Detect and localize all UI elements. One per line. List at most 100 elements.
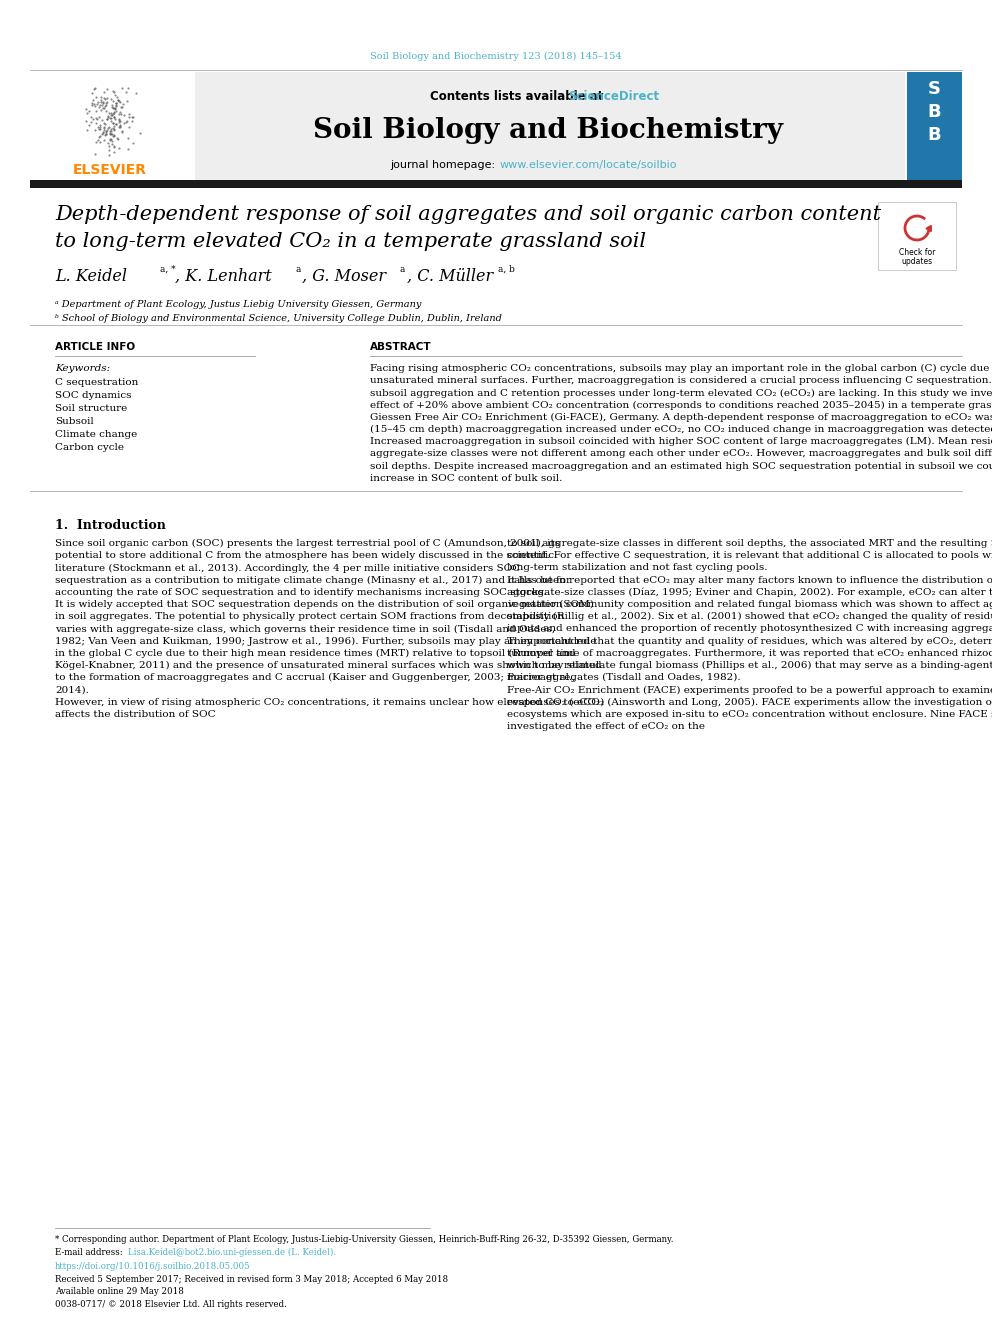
Point (101, 130, 117, 151)
Text: accounting the rate of SOC sequestration and to identify mechanisms increasing S: accounting the rate of SOC sequestration… (55, 587, 547, 597)
Point (106, 85, 122, 106)
Text: increase in SOC content of bulk soil.: increase in SOC content of bulk soil. (370, 474, 562, 483)
Text: * Corresponding author. Department of Plant Ecology, Justus-Liebig-University Gi: * Corresponding author. Department of Pl… (55, 1234, 674, 1244)
Text: 1.  Introduction: 1. Introduction (55, 519, 166, 532)
Point (121, 116, 137, 138)
Text: E-mail address:: E-mail address: (55, 1248, 125, 1257)
Point (95, 122, 111, 143)
Text: B: B (928, 103, 940, 120)
Point (109, 86, 125, 107)
Text: ELSEVIER: ELSEVIER (73, 163, 147, 177)
Text: Kögel-Knabner, 2011) and the presence of unsaturated mineral surfaces which was : Kögel-Knabner, 2011) and the presence of… (55, 662, 601, 671)
Point (111, 138, 127, 159)
Point (98, 123, 114, 144)
Point (84, 93, 100, 114)
Point (96, 130, 112, 151)
Text: Contents lists available at: Contents lists available at (430, 90, 607, 103)
Point (112, 91, 128, 112)
Point (101, 139, 117, 160)
Text: Facing rising atmospheric CO₂ concentrations, subsoils may play an important rol: Facing rising atmospheric CO₂ concentrat… (370, 364, 992, 373)
Point (112, 116, 128, 138)
Point (107, 97, 123, 118)
Point (111, 108, 127, 130)
Point (111, 110, 127, 131)
Point (92, 90, 108, 111)
Text: macroaggregates (Tisdall and Oades, 1982).: macroaggregates (Tisdall and Oades, 1982… (507, 673, 741, 683)
Point (92, 126, 108, 147)
Point (105, 124, 121, 146)
Text: ᵇ School of Biology and Environmental Science, University College Dublin, Dublin: ᵇ School of Biology and Environmental Sc… (55, 314, 502, 323)
Point (104, 134, 120, 155)
Point (99, 91, 115, 112)
Text: soil depths. Despite increased macroaggregation and an estimated high SOC seques: soil depths. Despite increased macroaggr… (370, 462, 992, 471)
Point (87, 112, 103, 134)
Text: Since soil organic carbon (SOC) presents the largest terrestrial pool of C (Amun: Since soil organic carbon (SOC) presents… (55, 538, 560, 548)
Point (85, 108, 101, 130)
Point (96, 89, 112, 110)
Point (91, 107, 107, 128)
Point (103, 105, 119, 126)
Point (103, 107, 119, 128)
Point (124, 106, 140, 127)
Point (95, 93, 111, 114)
Point (98, 122, 114, 143)
Point (88, 107, 104, 128)
Point (93, 91, 109, 112)
Point (95, 122, 111, 143)
Text: vegetation community composition and related fungal biomass which was shown to a: vegetation community composition and rel… (507, 601, 992, 609)
Text: Depth-dependent response of soil aggregates and soil organic carbon content: Depth-dependent response of soil aggrega… (55, 205, 881, 224)
Point (100, 106, 116, 127)
Point (105, 106, 121, 127)
Text: Climate change: Climate change (55, 430, 137, 439)
Bar (907, 71, 962, 180)
Point (86, 78, 102, 99)
Point (104, 123, 120, 144)
Point (110, 128, 126, 149)
Text: in soil aggregates. The potential to physically protect certain SOM fractions fr: in soil aggregates. The potential to phy… (55, 613, 564, 622)
Point (103, 120, 119, 142)
Text: subsoil aggregation and C retention processes under long-term elevated CO₂ (eCO₂: subsoil aggregation and C retention proc… (370, 389, 992, 397)
Point (82, 111, 98, 132)
Point (104, 94, 120, 115)
Point (96, 116, 112, 138)
Point (104, 97, 120, 118)
Point (84, 95, 100, 116)
Point (116, 112, 132, 134)
Text: https://doi.org/10.1016/j.soilbio.2018.05.005: https://doi.org/10.1016/j.soilbio.2018.0… (55, 1262, 251, 1271)
Text: It has been reported that eCO₂ may alter many factors known to influence the dis: It has been reported that eCO₂ may alter… (507, 576, 992, 585)
Text: Soil Biology and Biochemistry: Soil Biology and Biochemistry (313, 116, 783, 144)
Point (105, 112, 121, 134)
Point (86, 93, 102, 114)
Point (98, 101, 114, 122)
Point (94, 123, 110, 144)
Point (98, 94, 114, 115)
Text: investigated the effect of eCO₂ on the: investigated the effect of eCO₂ on the (507, 722, 705, 732)
Text: S: S (928, 79, 940, 98)
Point (83, 106, 99, 127)
Point (87, 78, 103, 99)
Point (105, 90, 121, 111)
Text: potential to store additional C from the atmosphere has been widely discussed in: potential to store additional C from the… (55, 552, 554, 560)
Text: Soil Biology and Biochemistry 123 (2018) 145–154: Soil Biology and Biochemistry 123 (2018)… (370, 52, 622, 61)
Text: a, b: a, b (498, 265, 515, 274)
Point (87, 86, 103, 107)
Point (120, 127, 136, 148)
Point (108, 94, 124, 115)
Point (98, 93, 114, 114)
Point (112, 111, 128, 132)
Point (99, 119, 115, 140)
Point (90, 91, 106, 112)
Text: ScienceDirect: ScienceDirect (567, 90, 659, 103)
Text: sequestration as a contribution to mitigate climate change (Minasny et al., 2017: sequestration as a contribution to mitig… (55, 576, 571, 585)
Point (97, 95, 113, 116)
Point (101, 135, 117, 156)
Point (105, 118, 121, 139)
Point (115, 94, 131, 115)
Text: to the formation of macroaggregates and C accrual (Kaiser and Guggenberger, 2003: to the formation of macroaggregates and … (55, 673, 575, 683)
Point (81, 101, 97, 122)
Point (102, 123, 118, 144)
Point (125, 132, 141, 153)
Point (109, 90, 125, 111)
Bar (878, 202, 956, 270)
Point (95, 112, 111, 134)
